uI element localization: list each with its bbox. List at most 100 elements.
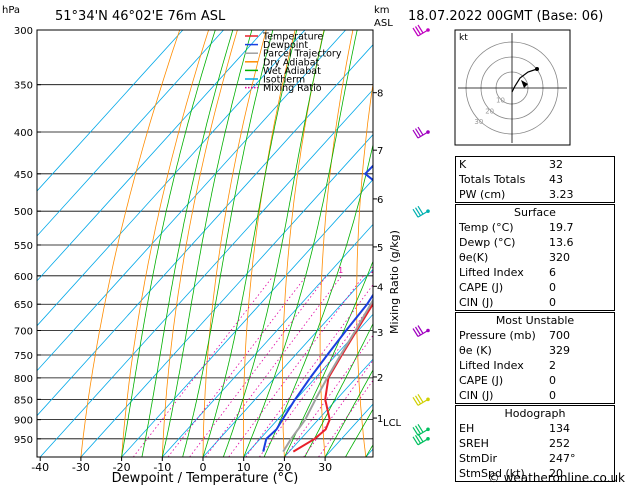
wind-barb-dot [426,209,430,213]
wet-adiabat-line [284,260,373,457]
hodograph-table-box: Hodograph EH 134 SREH 252 StmDir 247° StmSp… [455,405,615,482]
isotherm-line [80,133,373,457]
x-tick-label: 20 [277,461,291,474]
location-label: 51°34'N 46°02'E 76m ASL [55,9,226,24]
pressure-tick-label: 750 [14,351,33,362]
date-label: 18.07.2022 00GMT (Base: 06) [408,9,603,24]
pressure-tick-label: 850 [14,395,33,406]
x-axis-label: Dewpoint / Temperature (°C) [112,471,299,486]
legend-label: Mixing Ratio [263,83,322,94]
wind-barb-feather [417,205,424,215]
surface-row: CIN (J) 0 [459,296,556,309]
wet-adiabat-line [345,408,373,457]
wind-barb-feather [414,425,422,435]
x-tick-label: -30 [72,461,90,474]
wind-barb-feather [414,26,422,35]
surface-row: CAPE (J) 0 [459,281,556,294]
surface-row: θe(K) 320 [459,251,570,264]
hodograph-ring-label: 30 [474,118,483,126]
dry-adiabat-line [121,30,209,457]
wind-barb-feather [414,207,422,216]
x-tick-label: 0 [200,461,207,474]
hodo-row: StmDir 247° [459,452,576,465]
parcel-trajectory-series-line [282,298,373,453]
isotherm-line [37,30,224,237]
wind-barb-feather [412,436,419,446]
km-tick-label: 2 [377,373,383,384]
isotherm-line [39,89,373,457]
mu-row: CIN (J) 0 [459,389,556,402]
dry-adiabat-line [161,30,238,457]
pressure-tick-label: 500 [14,207,33,218]
wet-adiabat-line [121,30,216,457]
legend-label: Dry Adiabat [263,57,320,68]
km-unit-label: km [374,5,390,16]
pressure-tick-label: 350 [14,81,33,92]
wet-adiabat-line [161,30,253,457]
dry-adiabat-line [356,81,373,457]
wet-adiabat-line [202,30,298,457]
mu-row: CAPE (J) 0 [459,374,556,387]
hodo-row: SREH 252 [459,437,570,450]
pressure-tick-label: 400 [14,128,33,139]
index-row-k: K 32 [459,158,563,171]
wind-barb-feather [412,397,419,406]
mu-row: Pressure (mb) 700 [459,329,570,342]
wet-adiabat-line [243,30,358,457]
wind-barbs [412,24,430,446]
pressure-tick-label: 700 [14,327,33,338]
pressure-tick-label: 650 [14,300,33,311]
wind-barb-dot [426,130,430,134]
wind-barb-feather [412,328,419,337]
mixing-ratio-line [205,275,343,457]
km-tick-label: 1 [377,414,383,425]
isotherm-line [37,30,265,282]
isotherm-line [121,178,373,457]
wind-barb-feather [414,395,422,405]
legend-label: Parcel Trajectory [263,49,342,60]
pressure-tick-label: 950 [14,435,33,446]
km-tick-label: 4 [377,282,383,293]
mixing-ratio-label: 1 [338,266,343,275]
dry-adiabat-line [242,30,296,457]
most-unstable-box: Most Unstable Pressure (mb) 700 θe (K) 329… [455,312,615,404]
wind-barb-dot [426,397,430,402]
pressure-unit-label: hPa [2,5,20,16]
isotherm-line [37,44,373,417]
isotherm-line [284,358,373,457]
dry-adiabat-line [80,30,181,457]
x-tick-label: -40 [31,461,49,474]
wind-barb-feather [417,424,424,433]
indices-box: K 32 Totals Totals 43 PW (cm) 3.23 [455,156,615,203]
wind-barb-feather [417,325,424,334]
pressure-tick-label: 450 [14,170,33,181]
km-tick-label: 3 [377,328,383,339]
mixing-ratio-label: 6 [432,266,437,275]
indices-panel: K 32 Totals Totals 43 PW (cm) 3.23 Surface … [455,156,615,483]
dry-adiabat-line [202,30,267,457]
legend-label: Wet Adiabat [263,66,321,77]
mu-row: θe (K) 329 [459,344,570,357]
hodograph-unit-label: kt [459,33,468,43]
x-tick-label: -20 [113,461,131,474]
wind-barb-feather [414,128,422,137]
wind-barb-feather [417,24,424,34]
hodograph-ring-label: 10 [496,97,505,105]
surface-row: Temp (°C) 19.7 [459,221,574,234]
pressure-tick-label: 800 [14,374,33,385]
index-row-totals: Totals Totals 43 [459,173,563,186]
dewpoint-series-line [262,164,373,452]
mixing-ratio-line [245,284,373,457]
isotherm-line [37,30,184,192]
hodo-row: EH 134 [459,422,570,435]
wind-barb-feather [412,129,419,139]
lcl-label: LCL [383,418,402,429]
pressure-tick-label: 550 [14,241,33,252]
wind-barb-feather [417,126,424,136]
mixing-ratio-label: 4 [409,266,414,275]
hodograph-table-title: Hodograph [504,407,566,420]
x-tick-label: -10 [153,461,171,474]
surface-row: Lifted Index 6 [459,266,556,279]
